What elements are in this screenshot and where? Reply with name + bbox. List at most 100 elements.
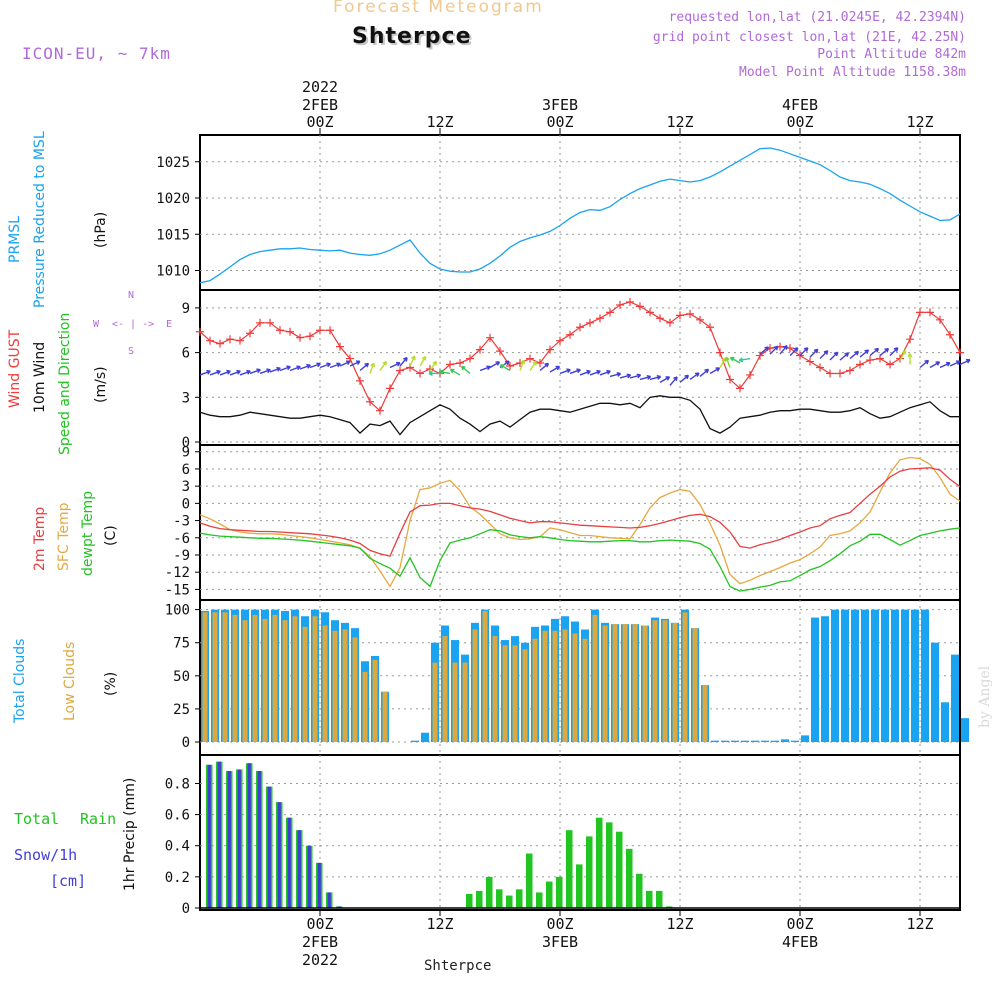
low-cloud-bar — [282, 620, 288, 742]
label-total-clouds: Total Clouds — [12, 638, 28, 723]
ytick-label-clouds: 25 — [173, 702, 190, 718]
wind-vector — [369, 362, 376, 374]
gust-point — [566, 330, 574, 339]
rain-bar — [616, 831, 623, 908]
total-cloud-bar — [811, 617, 819, 742]
gust-point — [586, 318, 594, 327]
total-cloud-bar — [721, 740, 729, 742]
wind-vector — [779, 345, 788, 355]
snow-bar — [267, 786, 271, 908]
rain-bar — [636, 873, 643, 908]
wind-speed-line — [199, 395, 960, 436]
gust-point — [636, 302, 644, 311]
gust-point — [656, 314, 664, 323]
wind-vector — [449, 368, 461, 376]
ytick-label-wind: 3 — [182, 390, 190, 406]
wind-vector — [738, 357, 751, 363]
wind-vector — [929, 361, 941, 369]
compass-north: N — [128, 290, 135, 301]
gust-point — [816, 363, 824, 372]
rain-bar — [586, 836, 593, 908]
wind-vector — [279, 365, 291, 372]
snow-bar — [277, 802, 281, 908]
gust-point — [536, 359, 544, 368]
wind-vector — [289, 365, 301, 372]
low-cloud-bar — [432, 662, 438, 742]
ytick-label-temp: -6 — [173, 531, 190, 547]
wind-vector — [709, 367, 721, 375]
ytick-label-temp: 0 — [182, 496, 190, 512]
wind-vector — [309, 362, 321, 369]
gust-point — [896, 354, 904, 363]
gust-point — [946, 330, 954, 339]
rain-bar — [536, 892, 543, 908]
wind-vector — [669, 376, 678, 386]
bottom-axis-label: 00Z — [306, 915, 333, 933]
label-2m-temp: 2m Temp — [32, 506, 48, 571]
ytick-label-pressure: 1020 — [156, 191, 190, 207]
total-cloud-bar — [761, 740, 769, 742]
wind-vector — [539, 362, 550, 372]
gust-point — [396, 366, 404, 375]
low-cloud-bar — [482, 610, 488, 742]
info-requested: requested lon,lat (21.0245E, 42.2394N) — [668, 10, 966, 25]
total-cloud-bar — [821, 616, 829, 742]
ytick-label-temp: -12 — [165, 565, 190, 581]
low-cloud-bar — [382, 691, 388, 742]
top-axis-date: 3FEB — [542, 96, 578, 114]
wind-vector — [428, 370, 440, 376]
low-cloud-bar — [292, 616, 298, 742]
wind-vector — [849, 350, 860, 360]
top-axis-hour: 12Z — [666, 113, 693, 131]
low-cloud-bar — [222, 612, 228, 742]
low-cloud-bar — [522, 649, 528, 742]
panel-frame-wind — [199, 289, 961, 446]
wind-vector — [819, 350, 829, 360]
label-celsius: (C) — [103, 525, 119, 546]
low-cloud-bar — [342, 629, 348, 742]
gust-point — [366, 397, 374, 406]
low-cloud-bar — [542, 630, 548, 742]
wind-vector — [199, 369, 211, 376]
low-cloud-bar — [492, 636, 498, 742]
low-cloud-bar — [552, 630, 558, 742]
gust-point — [416, 369, 424, 378]
wind-vector — [319, 362, 331, 369]
low-cloud-bar — [662, 620, 668, 742]
model-label: ICON-EU, ~ 7km — [22, 44, 171, 63]
label-low-clouds: Low Clouds — [62, 641, 78, 721]
low-cloud-bar — [302, 626, 308, 742]
ytick-label-clouds: 100 — [165, 603, 190, 619]
gust-point — [496, 347, 504, 356]
label-prmsl: PRMSL — [7, 216, 23, 263]
gust-point — [936, 315, 944, 324]
gust-point — [576, 323, 584, 332]
low-cloud-bar — [322, 625, 328, 742]
wind-vector — [889, 347, 899, 357]
wind-vector — [679, 374, 690, 383]
ytick-label-clouds: 0 — [182, 735, 190, 751]
footer-station: Shterpce — [424, 958, 492, 974]
wind-vector — [619, 373, 632, 379]
rain-bar — [466, 893, 473, 908]
bottom-axis-label: 00Z — [546, 915, 573, 933]
wind-vector — [629, 373, 642, 379]
gust-point — [836, 369, 844, 378]
gust-point — [346, 354, 354, 363]
gust-point — [746, 370, 754, 379]
rain-bar — [526, 853, 533, 908]
rain-bar — [496, 889, 503, 908]
low-cloud-bar — [602, 625, 608, 742]
ytick-label-clouds: 50 — [173, 669, 190, 685]
total-cloud-bar — [911, 609, 919, 742]
wind-vector — [589, 369, 601, 376]
bottom-axis-label: 2FEB — [302, 933, 338, 951]
snow-bar — [337, 906, 341, 908]
wind-vector — [799, 347, 809, 357]
top-axis-date: 2022 — [302, 78, 338, 96]
wind-vector — [939, 361, 951, 369]
low-cloud-bar — [692, 628, 698, 742]
gust-point — [336, 342, 344, 351]
total-cloud-bar — [731, 740, 739, 742]
gust-point — [466, 354, 474, 363]
